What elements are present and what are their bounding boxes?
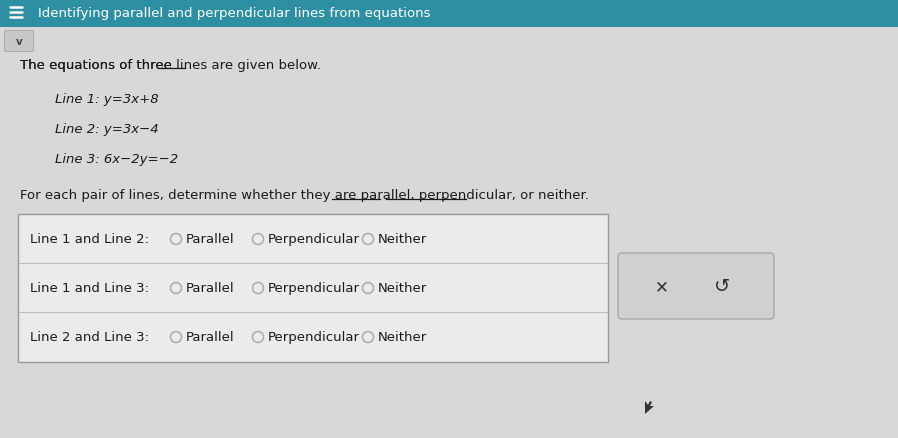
Text: Parallel: Parallel (186, 282, 234, 295)
Text: Line 2: y=3x−4: Line 2: y=3x−4 (55, 123, 159, 136)
Text: Perpendicular: Perpendicular (268, 282, 360, 295)
Text: Neither: Neither (378, 282, 427, 295)
Text: Line 1: y=3x+8: Line 1: y=3x+8 (55, 93, 159, 106)
Text: Neither: Neither (378, 233, 427, 246)
Text: Line 1 and Line 3:: Line 1 and Line 3: (30, 282, 149, 295)
Text: The equations of three lines are given below.: The equations of three lines are given b… (20, 58, 321, 71)
Text: Line 2 and Line 3:: Line 2 and Line 3: (30, 331, 149, 344)
Text: ↺: ↺ (714, 277, 730, 296)
Text: Perpendicular: Perpendicular (268, 331, 360, 344)
FancyBboxPatch shape (618, 254, 774, 319)
Text: Perpendicular: Perpendicular (268, 233, 360, 246)
Text: Neither: Neither (378, 331, 427, 344)
Text: Parallel: Parallel (186, 233, 234, 246)
FancyBboxPatch shape (18, 215, 608, 362)
Text: For each pair of lines, determine whether they are parallel, perpendicular, or n: For each pair of lines, determine whethe… (20, 189, 589, 202)
Polygon shape (645, 401, 654, 414)
Text: The equations of three: The equations of three (20, 58, 176, 71)
FancyBboxPatch shape (4, 32, 33, 53)
Text: ✕: ✕ (655, 277, 669, 295)
Text: v: v (15, 37, 22, 47)
Text: Line 1 and Line 2:: Line 1 and Line 2: (30, 233, 149, 246)
Text: Line 3: 6x−2y=−2: Line 3: 6x−2y=−2 (55, 153, 178, 166)
FancyBboxPatch shape (0, 0, 898, 28)
Text: Parallel: Parallel (186, 331, 234, 344)
Text: Identifying parallel and perpendicular lines from equations: Identifying parallel and perpendicular l… (38, 7, 430, 21)
